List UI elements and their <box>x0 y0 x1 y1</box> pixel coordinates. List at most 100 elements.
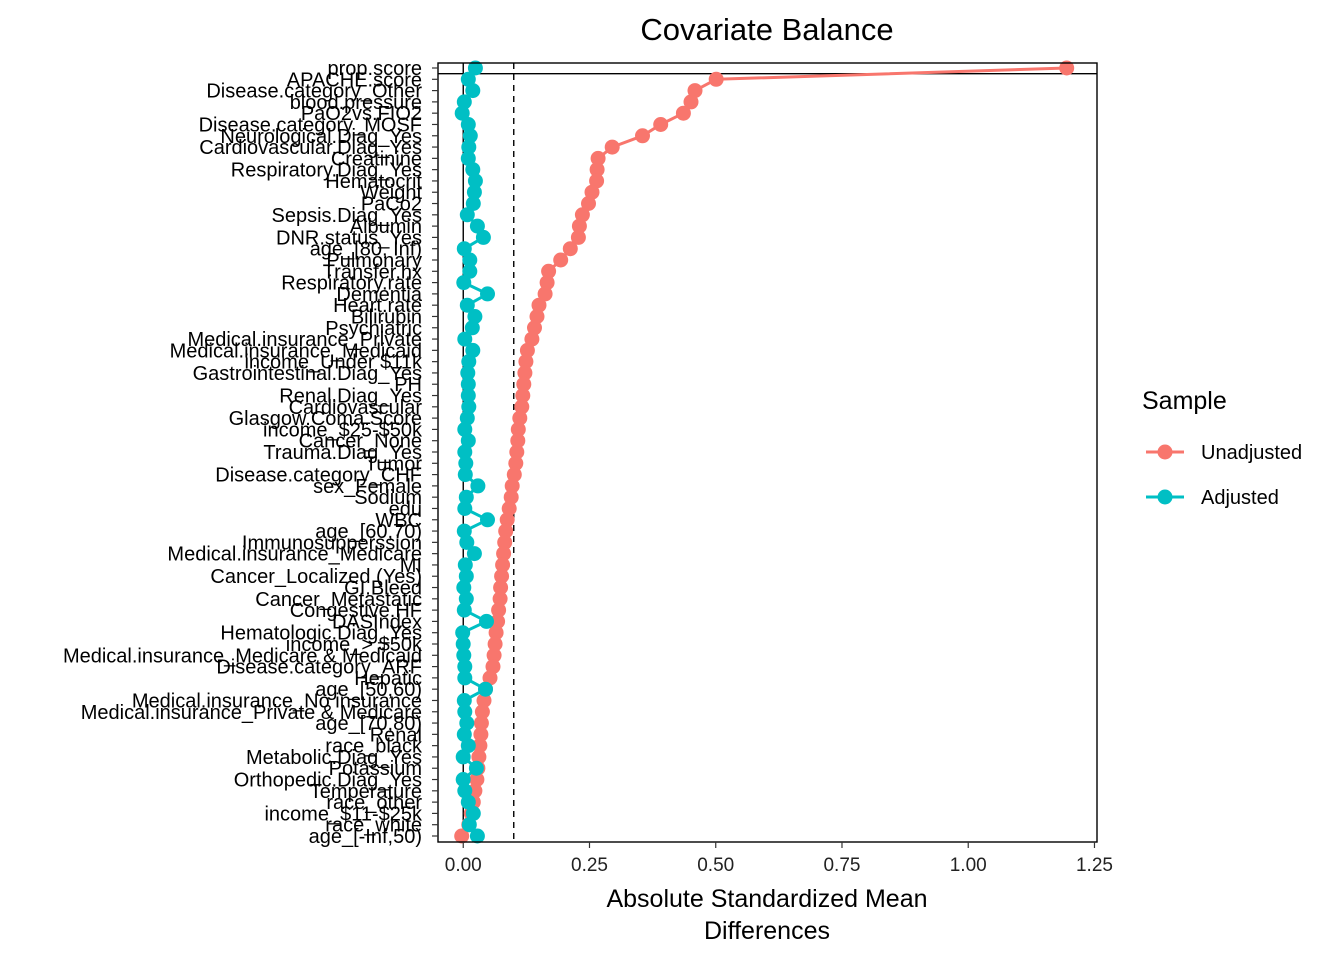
point-unadjusted <box>516 376 532 392</box>
y-tick-label: age_[50,60) <box>315 679 422 701</box>
point-unadjusted <box>501 501 517 516</box>
point-adjusted <box>457 331 473 347</box>
y-tick-label: Creatinine <box>331 148 422 170</box>
point-unadjusted <box>504 478 520 494</box>
point-unadjusted <box>519 342 535 358</box>
point-unadjusted <box>537 286 553 302</box>
point-adjusted <box>459 715 475 731</box>
y-tick-label: Medical.insurance_Private & Medicare <box>81 702 422 724</box>
point-adjusted <box>465 805 481 821</box>
point-adjusted <box>456 602 472 618</box>
point-adjusted <box>467 173 483 189</box>
y-tick-label: blood.pressure <box>290 92 422 114</box>
x-tick-label: 0.25 <box>571 855 608 876</box>
y-tick-label: Glasgow.Coma.Score <box>229 408 422 430</box>
point-adjusted <box>469 218 485 234</box>
legend-item-unadjusted: Unadjusted <box>1146 442 1302 464</box>
y-tick-label: Disease.category_MOSF <box>199 115 422 137</box>
legend-key-point-adjusted <box>1157 489 1173 505</box>
point-unadjusted <box>506 467 522 483</box>
point-adjusted <box>457 659 473 675</box>
point-adjusted <box>480 512 495 528</box>
y-tick-label: Potassium <box>329 758 422 780</box>
point-adjusted <box>460 388 476 403</box>
y-tick-label: Cardiovascular.Diag_Yes <box>199 137 422 159</box>
y-tick-label: Immunosupperssion <box>242 532 422 554</box>
point-adjusted <box>479 613 494 629</box>
y-tick-label: Disease.category_ARF <box>216 657 422 679</box>
point-unadjusted <box>531 297 547 313</box>
point-unadjusted <box>635 128 650 144</box>
x-tick-label: 1.00 <box>950 855 987 876</box>
point-adjusted <box>456 647 472 663</box>
point-unadjusted <box>517 365 533 381</box>
point-adjusted <box>460 71 476 87</box>
legend-label-unadjusted: Unadjusted <box>1201 442 1302 464</box>
point-adjusted <box>478 681 493 697</box>
point-adjusted <box>456 94 472 110</box>
x-axis-label-line-2: Differences <box>704 917 830 945</box>
point-unadjusted <box>472 738 488 754</box>
point-adjusted <box>458 455 474 471</box>
point-adjusted <box>465 162 481 178</box>
y-tick-label: Cancer_Localized (Yes) <box>210 566 422 588</box>
y-tick-label: Gastrointestinal.Diag_Yes <box>193 363 422 385</box>
y-tick-label: Medical.insurance_No insurance <box>132 691 422 713</box>
point-adjusted <box>461 354 477 370</box>
legend-label-adjusted: Adjusted <box>1201 487 1279 509</box>
point-unadjusted <box>509 444 525 460</box>
point-unadjusted <box>512 410 528 426</box>
point-unadjusted <box>581 196 596 211</box>
point-adjusted <box>462 263 478 279</box>
point-adjusted <box>462 128 478 144</box>
point-adjusted <box>456 523 472 539</box>
point-adjusted <box>461 139 477 155</box>
point-unadjusted <box>541 263 557 279</box>
point-adjusted <box>456 241 472 257</box>
y-tick-label: Transfer.hx <box>323 261 422 283</box>
point-unadjusted <box>508 455 524 471</box>
chart-title: Covariate Balance <box>640 12 893 47</box>
y-tick-label: sex_Female <box>313 476 422 498</box>
y-tick-label: race_black <box>325 736 423 758</box>
y-tick-label: Trauma.Diag_Yes <box>263 442 422 464</box>
point-adjusted <box>460 794 476 810</box>
y-tick-label: income_$25-$50k <box>263 419 423 441</box>
y-tick-label: Respiratory.rate <box>281 273 422 295</box>
point-adjusted <box>458 591 474 607</box>
point-adjusted <box>456 275 472 291</box>
point-unadjusted <box>518 354 534 370</box>
y-tick-label: Albumin <box>350 216 422 238</box>
point-unadjusted <box>708 71 724 87</box>
y-tick-label: Medical.insurance_Medicare <box>167 544 422 566</box>
point-adjusted <box>456 693 472 708</box>
series-adjusted <box>454 60 495 844</box>
point-adjusted <box>480 286 495 302</box>
point-adjusted <box>475 229 491 245</box>
point-adjusted <box>455 772 471 787</box>
y-tick-label: prop.score <box>328 58 423 80</box>
y-tick-label: income_$11-$25k <box>264 803 423 825</box>
y-tick-label: Respiratory.Diag_Yes <box>231 160 422 182</box>
point-adjusted <box>465 83 481 99</box>
point-unadjusted <box>571 218 587 234</box>
y-tick-label: PaCo2 <box>361 194 422 216</box>
point-adjusted <box>457 670 473 686</box>
y-tick-label: Tumor <box>365 453 422 475</box>
y-tick-label: age_[60,70) <box>315 521 422 543</box>
y-tick-label: GI.Bleed <box>344 578 422 600</box>
point-unadjusted <box>539 275 555 291</box>
point-adjusted <box>459 534 475 550</box>
point-adjusted <box>460 365 476 381</box>
x-tick-label: 0.75 <box>823 855 860 876</box>
point-unadjusted <box>683 94 699 110</box>
y-tick-label: Disease.category_Other <box>206 81 422 103</box>
y-tick-label: edu <box>389 499 422 521</box>
y-tick-label: Bilirubin <box>351 307 422 329</box>
point-unadjusted <box>687 83 703 99</box>
y-tick-label: APACHE.score <box>287 69 422 91</box>
point-unadjusted <box>497 534 513 550</box>
point-unadjusted <box>589 162 605 178</box>
point-adjusted <box>462 252 478 268</box>
